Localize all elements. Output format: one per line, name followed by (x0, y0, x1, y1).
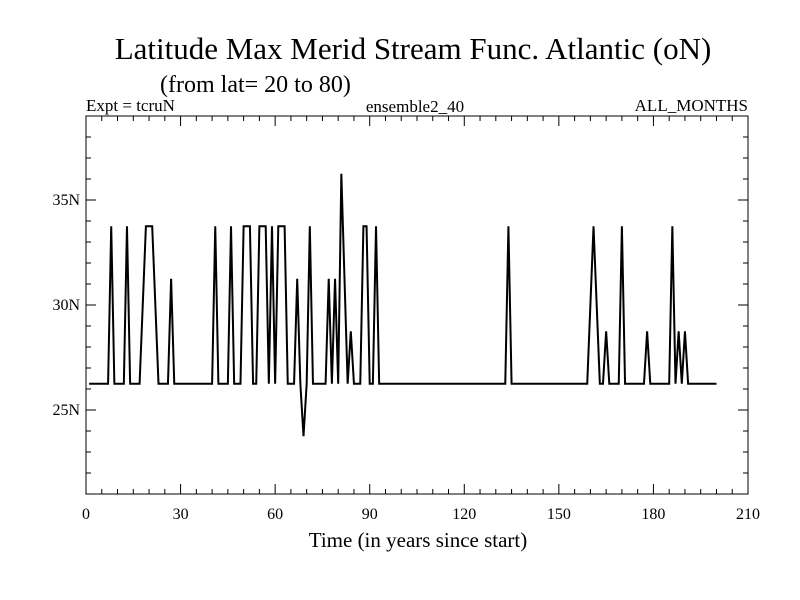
x-tick-label: 180 (641, 506, 665, 523)
x-axis-label: Time (in years since start) (309, 528, 528, 552)
x-tick-label: 210 (736, 506, 760, 523)
x-tick-label: 30 (173, 506, 189, 523)
chart-subtitle: (from lat= 20 to 80) (160, 72, 351, 98)
plot-area: 0 30 60 90 120 150 180 210 25N 30N 35N (52, 115, 760, 523)
x-tick-label: 120 (452, 506, 476, 523)
y-tick-label: 30N (52, 297, 80, 314)
axis-tick-labels: 0 30 60 90 120 150 180 210 25N 30N 35N (52, 192, 760, 523)
series-line (89, 173, 717, 437)
y-tick-label: 35N (52, 192, 80, 209)
plot-frame (85, 115, 749, 495)
axis-ticks (85, 115, 749, 495)
x-tick-label: 0 (82, 506, 90, 523)
x-tick-label: 150 (547, 506, 571, 523)
header-right: ALL_MONTHS (635, 96, 748, 115)
y-tick-label: 25N (52, 402, 80, 419)
chart-title: Latitude Max Merid Stream Func. Atlantic… (115, 31, 712, 66)
x-tick-label: 60 (267, 506, 283, 523)
header-left: Expt = tcruN (86, 96, 175, 115)
x-tick-label: 90 (362, 506, 378, 523)
header-center: ensemble2_40 (366, 97, 464, 116)
